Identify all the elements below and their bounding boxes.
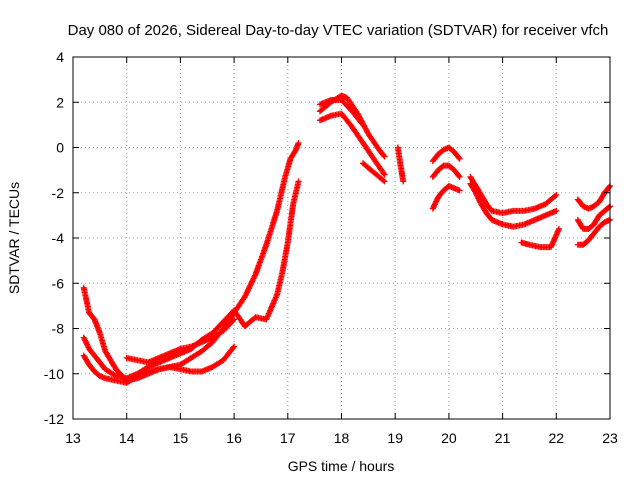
x-tick-label: 21 — [495, 430, 511, 446]
data-point — [380, 170, 387, 177]
x-tick-label: 14 — [119, 430, 135, 446]
data-point — [456, 173, 463, 180]
axis-ticks: 13 14 15 16 17 18 19 20 21 22 23 -12 -10 -8 -6 -4 -2 0 2 4 — [44, 49, 618, 446]
series-track-8 — [360, 160, 388, 185]
data-point — [553, 192, 560, 198]
data-point — [231, 316, 238, 323]
series-track-3 — [80, 343, 238, 386]
grid — [73, 57, 610, 419]
data-markers — [80, 92, 613, 386]
data-point — [553, 207, 560, 214]
y-tick-label: -10 — [44, 366, 64, 382]
series-track-16 — [574, 183, 613, 212]
data-point — [381, 178, 388, 185]
series-track-12 — [429, 183, 463, 212]
data-point — [455, 172, 462, 179]
series-track-18 — [574, 216, 613, 248]
x-tick-label: 18 — [334, 430, 350, 446]
data-point — [456, 187, 463, 194]
data-point — [381, 153, 388, 160]
y-axis-label: SDTVAR / TECUs — [6, 182, 22, 294]
data-point — [230, 317, 236, 324]
series-track-7 — [317, 97, 366, 128]
x-tick-label: 15 — [173, 430, 189, 446]
data-point — [230, 344, 237, 351]
x-tick-label: 17 — [280, 430, 296, 446]
x-tick-label: 20 — [441, 430, 457, 446]
series-track-11 — [429, 162, 463, 180]
y-tick-label: 4 — [56, 49, 64, 65]
series-track-14 — [467, 180, 560, 230]
data-point — [292, 148, 299, 155]
series-track-6 — [317, 110, 388, 178]
y-tick-label: 0 — [56, 140, 64, 156]
series-track-9 — [394, 144, 407, 185]
data-point — [231, 343, 238, 350]
data-point — [556, 225, 562, 232]
y-tick-label: -8 — [52, 321, 65, 337]
y-tick-label: 2 — [56, 94, 64, 110]
data-point — [606, 184, 613, 191]
x-tick-label: 22 — [549, 430, 565, 446]
data-point — [295, 178, 302, 185]
data-point — [295, 140, 302, 146]
x-tick-label: 23 — [602, 430, 618, 446]
data-point — [380, 152, 387, 159]
data-point — [380, 177, 387, 184]
y-tick-label: -4 — [52, 230, 65, 246]
y-tick-label: -2 — [52, 185, 65, 201]
data-point — [456, 155, 463, 162]
series-track-15 — [518, 225, 562, 251]
data-point — [381, 171, 388, 178]
x-tick-label: 19 — [387, 430, 403, 446]
data-point — [552, 193, 559, 199]
x-axis-label: GPS time / hours — [288, 458, 395, 474]
data-point — [359, 120, 365, 127]
data-point — [605, 204, 612, 211]
series-track-2 — [80, 178, 302, 382]
series-track-10 — [429, 144, 463, 165]
series-track-13 — [467, 173, 560, 217]
data-point — [360, 121, 366, 128]
series-track-4 — [123, 316, 238, 366]
y-tick-label: -6 — [52, 275, 65, 291]
chart-title: Day 080 of 2026, Sidereal Day-to-day VTE… — [68, 22, 609, 39]
data-point — [400, 178, 407, 185]
x-tick-label: 13 — [65, 430, 81, 446]
y-tick-label: -12 — [44, 411, 64, 427]
x-tick-label: 16 — [226, 430, 242, 446]
data-point — [455, 154, 462, 161]
